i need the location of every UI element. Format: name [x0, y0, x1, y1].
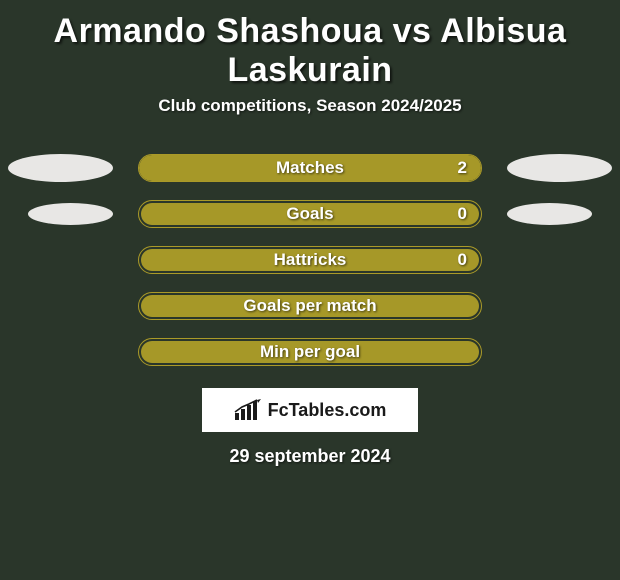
- stat-bar-fill: [141, 203, 479, 225]
- stat-row: Goals0: [0, 200, 620, 228]
- stat-bar-fill: [139, 155, 481, 181]
- subtitle: Club competitions, Season 2024/2025: [0, 96, 620, 116]
- stat-bar-fill: [141, 295, 479, 317]
- stat-bar-fill: [141, 341, 479, 363]
- player-left-marker: [28, 203, 113, 225]
- stat-bar: Hattricks0: [138, 246, 482, 274]
- stat-bar-fill: [141, 249, 479, 271]
- date-text: 29 september 2024: [0, 446, 620, 467]
- stat-row: Min per goal: [0, 338, 620, 366]
- stat-row: Matches2: [0, 154, 620, 182]
- stat-row: Hattricks0: [0, 246, 620, 274]
- player-left-marker: [8, 154, 113, 182]
- player-right-marker: [507, 203, 592, 225]
- logo-text: FcTables.com: [268, 400, 387, 421]
- logo-box[interactable]: FcTables.com: [202, 388, 418, 432]
- stat-row: Goals per match: [0, 292, 620, 320]
- stat-rows: Matches2 Goals0 Hattricks0 Goals per match M…: [0, 154, 620, 366]
- stat-bar: Goals per match: [138, 292, 482, 320]
- comparison-card: Armando Shashoua vs Albisua Laskurain Cl…: [0, 0, 620, 467]
- chart-icon: [234, 399, 262, 421]
- stat-bar: Min per goal: [138, 338, 482, 366]
- stat-bar: Goals0: [138, 200, 482, 228]
- page-title: Armando Shashoua vs Albisua Laskurain: [10, 12, 610, 90]
- player-right-marker: [507, 154, 612, 182]
- stat-bar: Matches2: [138, 154, 482, 182]
